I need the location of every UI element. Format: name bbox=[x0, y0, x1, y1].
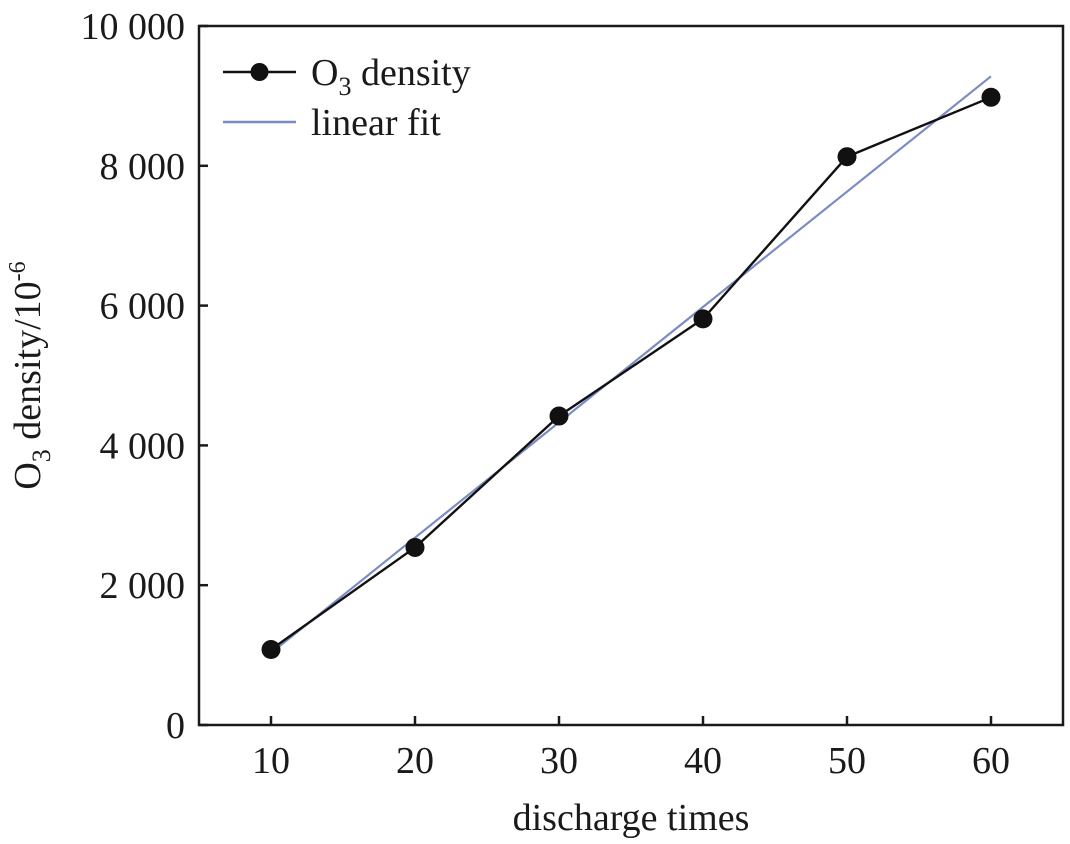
x-tick-label-60: 60 bbox=[972, 740, 1010, 782]
data-point-60 bbox=[981, 87, 1001, 107]
x-axis-title: discharge times bbox=[513, 797, 750, 839]
series-line-linear-fit bbox=[270, 75, 992, 654]
x-tick-label-40: 40 bbox=[684, 740, 722, 782]
legend-label-o3-density: O3 density bbox=[311, 52, 471, 101]
data-point-30 bbox=[549, 406, 569, 426]
legend: O3 density linear fit bbox=[223, 52, 471, 144]
y-axis-title-prefix: O bbox=[7, 462, 49, 489]
y-tick-label-8000: 8 000 bbox=[100, 146, 186, 188]
series-layer bbox=[261, 87, 1001, 660]
y-tick-label-10000: 10 000 bbox=[81, 6, 186, 48]
x-tick-label-50: 50 bbox=[828, 740, 866, 782]
plot-frame bbox=[197, 24, 1065, 727]
legend-label-o3-suffix: density bbox=[351, 52, 470, 94]
y-tick-label-4000: 4 000 bbox=[100, 425, 186, 467]
y-axis-title-superscript: -6 bbox=[5, 261, 31, 281]
ticks-layer: 10 20 30 40 50 60 0 2 000 4 000 6 000 8 000 10 000 bbox=[81, 6, 1011, 782]
data-point-10 bbox=[261, 640, 281, 660]
x-tick-label-20: 20 bbox=[396, 740, 434, 782]
series-line-o3-density bbox=[270, 96, 992, 651]
x-tick-label-10: 10 bbox=[252, 740, 290, 782]
legend-label-o3-subscript: 3 bbox=[338, 72, 351, 101]
y-tick-label-2000: 2 000 bbox=[100, 565, 186, 607]
fit-layer bbox=[270, 75, 992, 654]
data-point-40 bbox=[693, 309, 713, 329]
y-axis-title-subscript: 3 bbox=[27, 449, 56, 462]
y-tick-label-6000: 6 000 bbox=[100, 286, 186, 328]
y-axis-title-middle: density/10 bbox=[7, 281, 49, 449]
legend-label-linear-fit: linear fit bbox=[311, 102, 441, 144]
x-tick-label-30: 30 bbox=[540, 740, 578, 782]
data-point-50 bbox=[837, 147, 857, 167]
data-point-20 bbox=[405, 537, 425, 557]
legend-marker-o3-density bbox=[250, 63, 269, 81]
y-axis-title: O3 density/10-6 bbox=[5, 261, 56, 489]
y-tick-label-0: 0 bbox=[166, 705, 185, 747]
legend-label-o3-prefix: O bbox=[311, 52, 338, 94]
